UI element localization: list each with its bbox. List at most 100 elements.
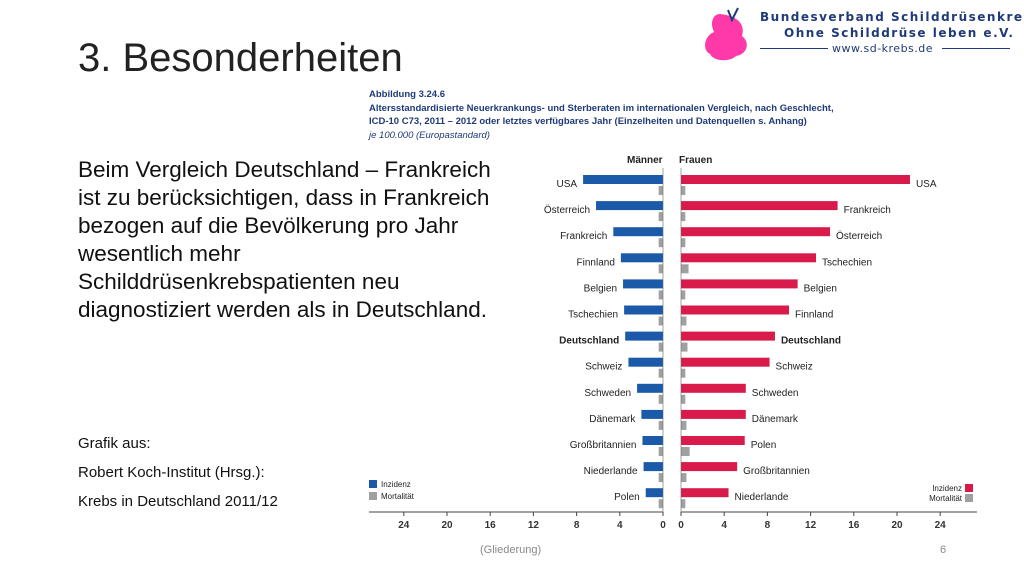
logo-line-1: Bundesverband Schilddrüsenkrebs [760,10,1024,24]
category-label-women: Österreich [836,230,882,242]
legend-men: Inzidenz Mortalität [369,480,415,501]
logo-divider-left [760,48,828,49]
bar-men-mortality [658,342,663,352]
tick-label-men: 4 [617,520,623,531]
category-label-men: Schweiz [585,362,622,373]
legend-label-incidence-women: Inzidenz [932,484,962,493]
bar-men-incidence [645,488,663,498]
tick-label-men: 12 [528,520,540,531]
ribbon-logo-icon [705,7,747,61]
bar-women-incidence [681,462,738,472]
tick-label-men: 8 [574,520,580,531]
bar-men-incidence [623,279,663,289]
ribbon-blob [705,14,747,61]
category-label-women: Deutschland [781,336,841,347]
tick-label-women: 0 [678,520,684,531]
panel-label-women: Frauen [679,155,712,166]
category-label-women: Schweiz [776,362,813,373]
logo-divider-right [942,48,1010,49]
category-label-women: Polen [751,440,777,451]
bar-men-mortality [658,238,663,248]
bar-women-mortality [681,212,686,222]
logo-url[interactable]: www.sd-krebs.de [832,42,934,55]
tick-label-men: 20 [441,520,453,531]
bar-women-incidence [681,253,816,263]
bar-women-mortality [681,447,690,456]
bar-women-incidence [681,331,775,341]
bar-women-incidence [681,383,746,393]
page-number: 6 [940,544,947,556]
source-line-1: Grafik aus: [78,435,151,452]
bar-men-mortality [658,212,663,222]
bar-women-incidence [681,305,789,315]
chart-caption: Abbildung 3.24.6 Altersstandardisierte N… [367,89,834,141]
tick-label-men: 16 [485,520,497,531]
bar-men-incidence [596,201,663,211]
footer-nav-link[interactable]: (Gliederung) [480,544,542,556]
bar-men-mortality [658,447,663,456]
category-label-men: Österreich [544,204,590,216]
source-line-3: Krebs in Deutschland 2011/12 [78,493,278,510]
bar-men-incidence [643,462,663,472]
legend-swatch-incidence-women [965,484,973,492]
bar-men-mortality [658,368,663,378]
tick-label-men: 24 [398,520,410,531]
bar-men-mortality [658,264,663,274]
bar-men-mortality [658,186,663,195]
caption-figure-number: Abbildung 3.24.6 [369,89,445,100]
legend-label-incidence-men: Inzidenz [381,480,411,489]
legend-swatch-mortality-women [965,494,973,502]
bar-women-incidence [681,436,745,445]
bar-men-mortality [658,290,663,300]
bar-men-mortality [658,394,663,404]
category-label-women: Belgien [804,283,837,294]
panel-label-men: Männer [627,155,663,166]
bar-men-mortality [658,316,663,326]
tick-label-women: 8 [765,520,771,531]
bar-women-incidence [681,201,838,211]
body-paragraph: Beim Vergleich Deutschland – Frankreich … [78,157,491,322]
bar-men-incidence [641,409,663,419]
bar-men-mortality [658,499,663,509]
category-label-men: Tschechien [568,310,618,321]
category-label-women: Finnland [795,310,833,321]
bar-women-mortality [681,473,687,483]
legend-label-mortality-men: Mortalität [381,492,415,501]
tick-label-women: 12 [805,520,817,531]
tick-label-women: 24 [935,520,947,531]
bar-men-incidence [625,331,663,341]
bar-men-incidence [620,253,663,263]
bar-women-incidence [681,175,910,184]
bar-women-incidence [681,409,746,419]
legend-swatch-incidence-men [369,480,377,488]
bar-women-mortality [681,342,688,352]
bar-men-incidence [637,383,663,393]
category-label-men: Finnland [577,257,615,268]
bar-women-incidence [681,488,729,498]
tick-label-men: 0 [660,520,666,531]
category-label-men: Frankreich [560,231,607,242]
slide-title: 3. Besonderheiten [78,36,403,80]
bar-women-mortality [681,394,686,404]
bar-men-incidence [583,175,663,184]
category-label-men: Deutschland [559,336,619,347]
tick-label-women: 4 [721,520,727,531]
logo-line-2: Ohne Schilddrüse leben e.V. [784,26,1015,40]
category-label-women: Schweden [752,388,799,399]
legend-label-mortality-women: Mortalität [929,494,963,503]
bar-men-incidence [642,436,663,445]
category-label-women: Niederlande [735,492,789,503]
source-line-2: Robert Koch-Institut (Hrsg.): [78,464,265,481]
category-label-women: Großbritannien [743,466,810,477]
category-label-men: Polen [614,492,640,503]
category-label-women: Tschechien [822,257,872,268]
bar-women-mortality [681,499,686,509]
category-label-men: Großbritannien [570,440,637,451]
category-label-men: Belgien [584,283,617,294]
bar-men-mortality [658,420,663,430]
ribbon-antenna [727,7,739,23]
category-label-women: USA [916,179,937,190]
bar-women-incidence [681,279,798,289]
caption-line-2: Altersstandardisierte Neuerkrankungs- un… [369,103,834,114]
